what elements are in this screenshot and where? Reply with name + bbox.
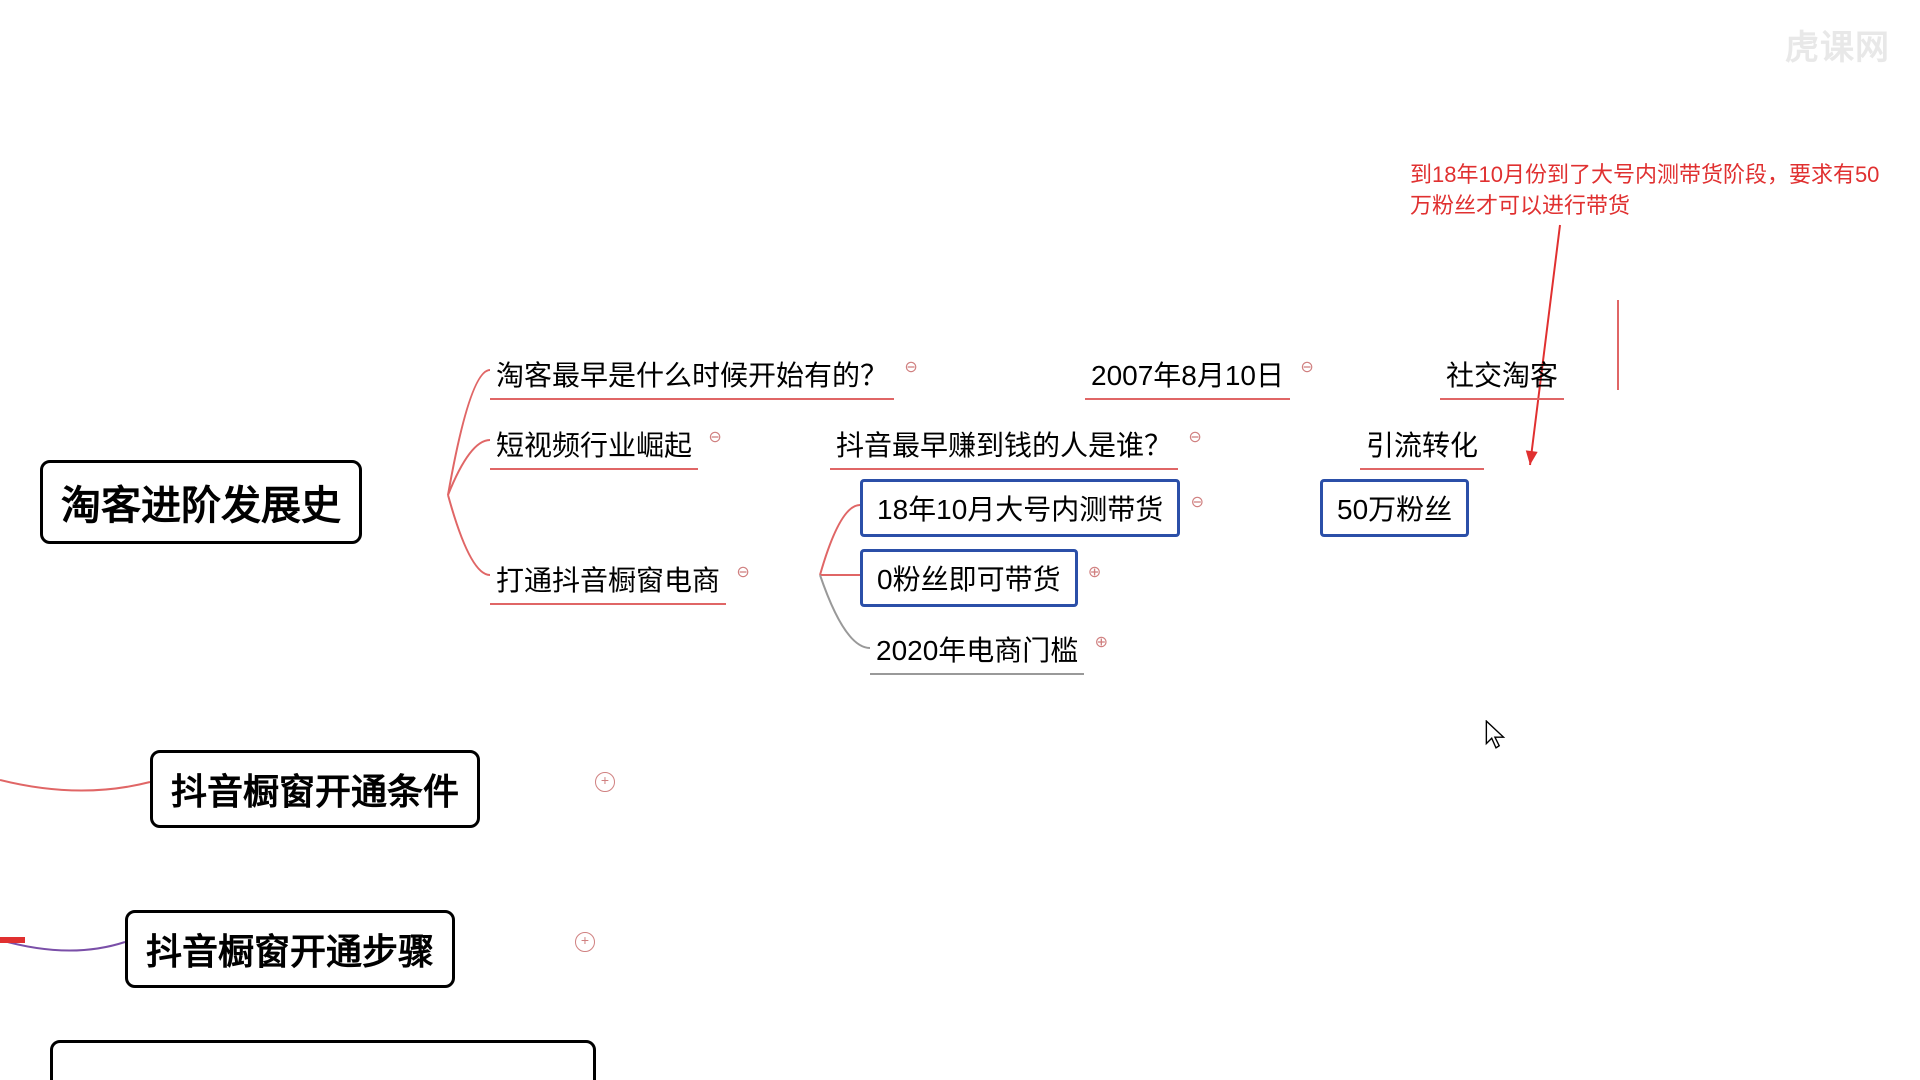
mindmap-node[interactable]: 18年10月大号内测带货 [860,479,1180,537]
mindmap-node[interactable]: 抖音最早赚到钱的人是谁？ [830,420,1178,470]
mindmap-node[interactable]: 短视频行业崛起 [490,420,698,470]
collapse-icon[interactable]: ⊖ [902,360,920,378]
mindmap-node[interactable]: 社交淘客 [1440,350,1564,400]
collapse-icon[interactable]: ⊖ [1186,430,1204,448]
collapse-icon[interactable]: ⊖ [1298,360,1316,378]
mindmap-node[interactable]: 2007年8月10日 [1085,350,1290,400]
annotation-text: 到18年10月份到了大号内测带货阶段，要求有50万粉丝才可以进行带货 [1410,160,1900,222]
mouse-cursor-icon [1485,720,1507,750]
mindmap-node[interactable]: 引流转化 [1360,420,1484,470]
mindmap-root-node[interactable]: 淘客进阶发展史 [40,460,362,544]
expand-icon[interactable]: ⊕ [1086,565,1104,583]
mindmap-node[interactable]: 淘客最早是什么时候开始有的？ [490,350,894,400]
expand-icon[interactable]: + [575,932,595,952]
mindmap-root-node[interactable]: 抖音橱窗开通条件 [150,750,480,828]
expand-icon[interactable]: + [595,772,615,792]
collapse-icon[interactable]: ⊖ [734,565,752,583]
watermark: 虎课网 [1785,20,1890,69]
mindmap-node[interactable]: 2020年电商门槛 [870,625,1084,675]
mindmap-node[interactable]: 打通抖音橱窗电商 [490,555,726,605]
mindmap-root-node[interactable]: 抖音橱窗开通步骤 [125,910,455,988]
mindmap-root-node[interactable] [50,1040,596,1080]
mindmap-node[interactable]: 0粉丝即可带货 [860,549,1078,607]
expand-icon[interactable]: ⊕ [1092,635,1110,653]
mindmap-node[interactable]: 50万粉丝 [1320,479,1469,537]
collapse-icon[interactable]: ⊖ [706,430,724,448]
collapse-icon[interactable]: ⊖ [1188,495,1206,513]
